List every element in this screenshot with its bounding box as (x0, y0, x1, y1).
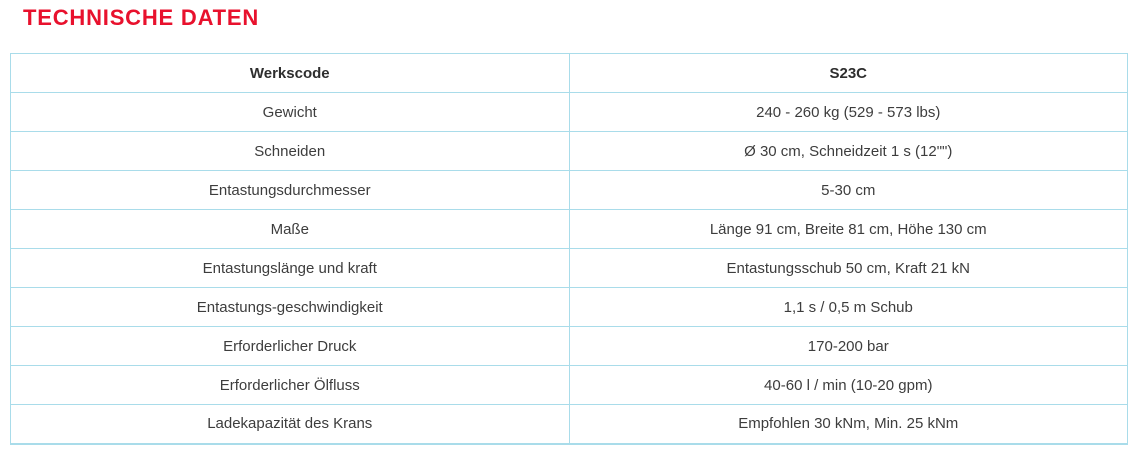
spec-label: Maße (10, 209, 570, 249)
table-row: Entastungs-geschwindigkeit 1,1 s / 0,5 m… (10, 287, 1128, 327)
header-value-cell: S23C (568, 53, 1128, 93)
page-title: TECHNISCHE DATEN (23, 5, 260, 30)
header-label-cell: Werkscode (10, 53, 570, 93)
spec-value: Länge 91 cm, Breite 81 cm, Höhe 130 cm (568, 209, 1128, 249)
spec-value: Empfohlen 30 kNm, Min. 25 kNm (568, 404, 1128, 444)
table-row: Erforderlicher Ölfluss 40-60 l / min (10… (10, 365, 1128, 405)
technical-data-table: Werkscode S23C Gewicht 240 - 260 kg (529… (10, 53, 1128, 445)
spec-label: Entastungslänge und kraft (10, 248, 570, 288)
table-row: Schneiden Ø 30 cm, Schneidzeit 1 s (12""… (10, 131, 1128, 171)
table-row: Gewicht 240 - 260 kg (529 - 573 lbs) (10, 92, 1128, 132)
spec-label: Erforderlicher Druck (10, 326, 570, 366)
spec-value: Ø 30 cm, Schneidzeit 1 s (12"") (568, 131, 1128, 171)
spec-value: 1,1 s / 0,5 m Schub (568, 287, 1128, 327)
spec-value: 5-30 cm (568, 170, 1128, 210)
spec-label: Gewicht (10, 92, 570, 132)
spec-value: 170-200 bar (568, 326, 1128, 366)
spec-label: Schneiden (10, 131, 570, 171)
table-row: Erforderlicher Druck 170-200 bar (10, 326, 1128, 366)
spec-label: Entastungsdurchmesser (10, 170, 570, 210)
spec-label: Erforderlicher Ölfluss (10, 365, 570, 405)
table-row: Entastungslänge und kraft Entastungsschu… (10, 248, 1128, 288)
table-row: Maße Länge 91 cm, Breite 81 cm, Höhe 130… (10, 209, 1128, 249)
table-row: Ladekapazität des Krans Empfohlen 30 kNm… (10, 404, 1128, 444)
spec-label: Ladekapazität des Krans (10, 404, 570, 444)
spec-value: 40-60 l / min (10-20 gpm) (568, 365, 1128, 405)
spec-label: Entastungs-geschwindigkeit (10, 287, 570, 327)
table-header-row: Werkscode S23C (10, 53, 1128, 93)
table-row: Entastungsdurchmesser 5-30 cm (10, 170, 1128, 210)
spec-value: 240 - 260 kg (529 - 573 lbs) (568, 92, 1128, 132)
spec-value: Entastungsschub 50 cm, Kraft 21 kN (568, 248, 1128, 288)
